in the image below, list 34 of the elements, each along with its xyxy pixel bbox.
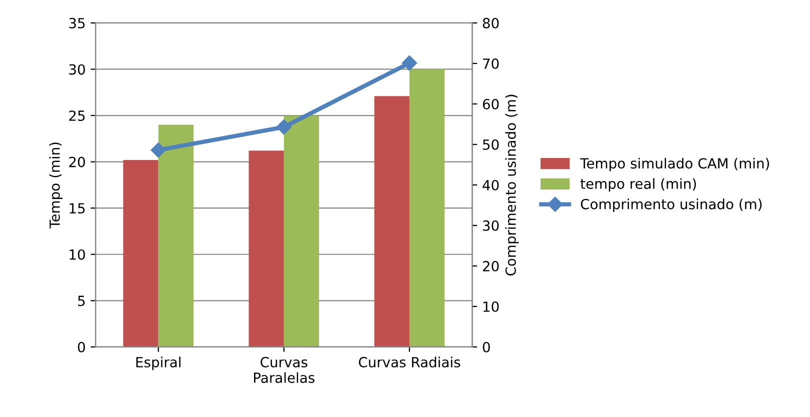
y-tick-label: 5 [78,296,85,306]
y2-tick-label: 40 [482,180,499,190]
y2-tick-label: 70 [483,58,499,69]
point [276,119,292,135]
y-tick-label: 35 [69,18,85,28]
x-tick-label: Espiral [136,356,180,370]
y-tick-label: 25 [69,110,85,121]
bar [374,96,410,347]
bar [409,69,445,347]
point [150,142,166,158]
bar [284,116,320,347]
y-tick-label: 30 [69,64,85,75]
y2-tick-label: 50 [483,139,499,150]
y2-axis-title: Comprimento usinado (m) [505,94,519,276]
y-tick-label: 0 [78,342,85,352]
x-tick-label: Curvas Paralelas [254,356,314,383]
y2-tick-label: 80 [482,18,499,28]
y2-tick-label: 10 [483,301,499,312]
y2-tick-label: 60 [482,98,499,110]
y2-tick-label: 30 [483,220,499,231]
legend-label: tempo real (min) [580,178,696,192]
y2-tick-label: 20 [482,260,499,272]
bar [158,124,194,347]
y-axis-title: Tempo (min) [49,142,63,228]
bar [123,160,158,347]
legend-label: Comprimento usinado (m) [580,198,762,212]
x-tick-label: Curvas Radiais [358,356,460,368]
y-tick-label: 15 [70,203,85,214]
point [402,55,418,71]
y-tick-label: 10 [70,249,85,260]
y2-tick-label: 0 [482,342,490,352]
y-tick-label: 20 [69,156,85,168]
bar [248,150,284,347]
legend-label: Tempo simulado CAM (min) [580,158,769,172]
